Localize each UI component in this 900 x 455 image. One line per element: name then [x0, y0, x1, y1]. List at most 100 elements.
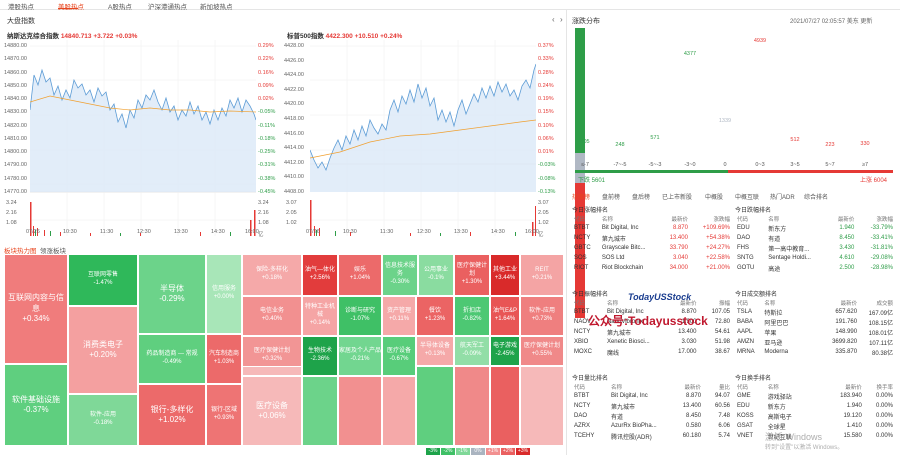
- rank-row[interactable]: AAPL 苹果 148.990 108.01亿: [735, 327, 895, 337]
- rank-row[interactable]: AMZN 亚马逊 3699.820 107.11亿: [735, 337, 895, 347]
- tab-overall[interactable]: 综合排名: [804, 195, 829, 201]
- tab-china-net[interactable]: 中概互联: [735, 195, 760, 201]
- tab-hkconnect[interactable]: 沪深港通热点: [148, 4, 187, 11]
- heatmap-tile[interactable]: [338, 376, 382, 446]
- rank-row[interactable]: GBTC Grayscale Bitc... 33.790 +24.27%: [572, 243, 732, 253]
- tab-a[interactable]: A股热点: [108, 4, 132, 11]
- rank-row[interactable]: GSAT 全球星 1.410 0.00%: [735, 421, 895, 431]
- heatmap-tile[interactable]: 航天军工 -0.09%: [454, 336, 490, 366]
- heatmap-tile[interactable]: 信用服务 +0.00%: [206, 254, 242, 334]
- rank-row[interactable]: KOSS 高斯电子 19.120 0.00%: [735, 411, 895, 421]
- heatmap-tile[interactable]: 家居及个人产品 -0.21%: [338, 336, 382, 376]
- heatmap-tile[interactable]: 餐饮 +1.23%: [416, 296, 454, 336]
- heatmap-tile[interactable]: REIT +0.21%: [520, 254, 564, 296]
- sp500-vol-right-label: 3.07: [538, 200, 549, 206]
- rank-row[interactable]: VNET 世纪互联 15.580 0.00%: [735, 431, 895, 441]
- tab-china[interactable]: 中概股: [705, 195, 724, 201]
- heatmap-tile[interactable]: 半导体设备 +0.13%: [416, 336, 454, 366]
- tab-pre[interactable]: 盘前榜: [602, 195, 621, 201]
- rank-row[interactable]: BTBT Bit Digital, Inc 8.870 94.07: [572, 391, 732, 401]
- heatmap-tile[interactable]: 医疗保健计划 +1.30%: [454, 254, 490, 296]
- heatmap-tile[interactable]: 资产管理 +0.11%: [382, 296, 416, 336]
- rank-row[interactable]: SNTG Sentage Holdi... 4.610 -29.08%: [735, 253, 895, 263]
- rank-row[interactable]: EDU 新东方 1.940 -33.79%: [735, 223, 895, 233]
- tab-hot[interactable]: 热度榜: [572, 195, 591, 201]
- heatmap-tile[interactable]: 半导体 -0.29%: [138, 254, 206, 334]
- rank-cell: 657.620: [835, 309, 858, 315]
- heatmap-tile[interactable]: [454, 366, 490, 446]
- rank-row[interactable]: BTBT Bit Digital, Inc 8.870 107.05: [572, 307, 732, 317]
- tab-sg[interactable]: 新加坡热点: [200, 4, 233, 11]
- heatmap-tile[interactable]: 软件-应用 -0.18%: [68, 394, 138, 446]
- rank-row[interactable]: NAOV NanoVibronix 1.900 72.80: [572, 317, 732, 327]
- rank-row[interactable]: NCTY 第九城市 13.400 54.61: [572, 327, 732, 337]
- rank-cell: 新东方: [768, 226, 787, 233]
- rank-row[interactable]: NCTY 第九城市 13.400 +54.38%: [572, 233, 732, 243]
- rank-row[interactable]: BTBT Bit Digital, Inc 8.870 +109.69%: [572, 223, 732, 233]
- heatmap-tile[interactable]: 银行-区域 +0.93%: [206, 384, 242, 446]
- heatmap-tile[interactable]: 信息技术服务 -0.30%: [382, 254, 418, 296]
- tile-pct: -0.09%: [462, 351, 482, 357]
- tab-us[interactable]: 美股热点: [58, 1, 84, 11]
- rank-row[interactable]: AZRX AzurRx BioPha... 0.580 6.06: [572, 421, 732, 431]
- heatmap-tile[interactable]: [490, 366, 520, 446]
- prev-arrow-icon[interactable]: ‹: [552, 15, 555, 24]
- heatmap-tile[interactable]: 公用事业 -0.1%: [418, 254, 454, 296]
- heatmap-tile[interactable]: 电子游戏 -2.45%: [490, 336, 520, 366]
- heatmap-tile[interactable]: 油气—体化 +2.56%: [302, 254, 338, 296]
- rank-row[interactable]: SOS SOS Ltd 3.040 +22.58%: [572, 253, 732, 263]
- heatmap-tile[interactable]: 医疗保健计划 +0.55%: [520, 336, 564, 366]
- heatmap-tile[interactable]: [382, 376, 416, 446]
- rank-cell: SOS: [574, 255, 587, 261]
- nasdaq-y-right-label: 0.09%: [258, 82, 274, 89]
- rank-row[interactable]: MOXC 魔线 17.000 38.67: [572, 347, 732, 357]
- heatmap-tile[interactable]: 汽车制造商 +1.03%: [206, 334, 242, 384]
- tab-post[interactable]: 盘后榜: [632, 195, 651, 201]
- tab-adr[interactable]: 热门ADR: [770, 195, 795, 201]
- rank-row[interactable]: DAO 有道 8.450 -33.41%: [735, 233, 895, 243]
- heatmap-tile[interactable]: 其他工业 +3.44%: [490, 254, 520, 296]
- heatmap-tile[interactable]: 软件-应用 +0.73%: [520, 296, 564, 336]
- rank-row[interactable]: GME 游戏驿站 183.940 0.00%: [735, 391, 895, 401]
- nasdaq-x-label: 14:30: [211, 229, 225, 235]
- heatmap-tile[interactable]: 电信业务 +0.40%: [242, 296, 302, 336]
- heatmap-tile[interactable]: [416, 366, 454, 446]
- tab-leading[interactable]: 领涨板块: [40, 248, 66, 255]
- tab-heatmap[interactable]: 板块热力图: [4, 248, 37, 255]
- heatmap-tile[interactable]: 医疗设备 +0.06%: [242, 376, 302, 446]
- heatmap-tile[interactable]: 生物技术 -2.36%: [302, 336, 338, 376]
- heatmap-tile[interactable]: [242, 366, 302, 376]
- rank-row[interactable]: FHS 第一高中教育... 3.430 -31.81%: [735, 243, 895, 253]
- heatmap-tile[interactable]: 消费类电子 +0.20%: [68, 306, 138, 394]
- heatmap-tile[interactable]: 油气E&P +1.64%: [490, 296, 520, 336]
- heatmap-tile[interactable]: 银行-多样化 +1.02%: [138, 384, 206, 446]
- heatmap-tile[interactable]: 诊断与研究 -1.07%: [338, 296, 382, 336]
- rank-row[interactable]: RIOT Riot Blockchain 34.000 +21.00%: [572, 263, 732, 273]
- rank-cell: 1.410: [846, 423, 862, 429]
- next-arrow-icon[interactable]: ›: [560, 15, 563, 24]
- heatmap-tile[interactable]: 药品制造商 — 常规 -0.49%: [138, 334, 206, 384]
- heatmap-tile[interactable]: 互联网零售 -1.47%: [68, 254, 138, 306]
- dist-value: 248: [615, 142, 625, 148]
- rank-row[interactable]: NCTY 第九城市 13.400 60.56: [572, 401, 732, 411]
- rank-row[interactable]: TCEHY 腾讯控股(ADR) 60.180 5.74: [572, 431, 732, 441]
- rank-row[interactable]: GOTU 高途 2.500 -28.98%: [735, 263, 895, 273]
- tab-ipo[interactable]: 已上市新股: [662, 195, 693, 201]
- rank-row[interactable]: TSLA 特斯拉 657.620 167.09亿: [735, 307, 895, 317]
- heatmap-tile[interactable]: 保险-多样化 +0.18%: [242, 254, 302, 296]
- rank-row[interactable]: MRNA Moderna 335.870 80.38亿: [735, 347, 895, 357]
- rank-row[interactable]: BABA 阿里巴巴 191.760 108.15亿: [735, 317, 895, 327]
- heatmap-tile[interactable]: 折扣店 -0.82%: [454, 296, 490, 336]
- heatmap-tile[interactable]: 医疗设备 -0.67%: [382, 336, 416, 376]
- rank-row[interactable]: DAO 有道 8.450 7.48: [572, 411, 732, 421]
- heatmap-tile[interactable]: 互联网内容与信息 +0.34%: [4, 254, 68, 364]
- tab-hk[interactable]: 港股热点: [8, 4, 34, 11]
- dist-value: 571: [650, 135, 660, 142]
- heatmap-tile[interactable]: 特种工业机械 +0.14%: [302, 296, 338, 336]
- heatmap-tile[interactable]: [520, 366, 564, 446]
- heatmap-tile[interactable]: [302, 376, 338, 446]
- heatmap-tile[interactable]: 软件基础设施 -0.37%: [4, 364, 68, 446]
- rank-row[interactable]: EDU 新东方 1.940 0.00%: [735, 401, 895, 411]
- rank-row[interactable]: XBIO Xenetic Biosci... 3.030 51.98: [572, 337, 732, 347]
- heatmap-tile[interactable]: 娱乐 +1.04%: [338, 254, 382, 296]
